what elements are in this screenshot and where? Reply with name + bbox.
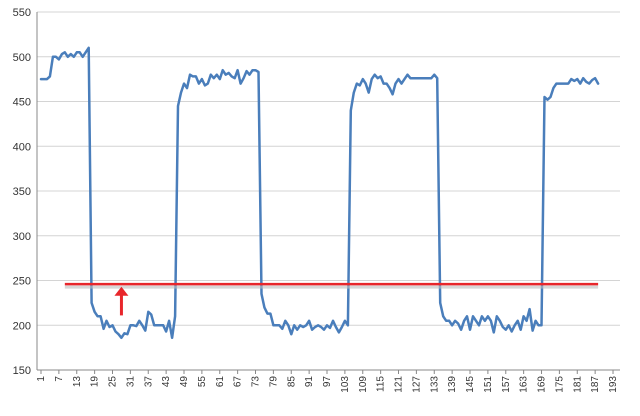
y-axis-ticks: 150 200 250 300 350 400 450 500 550 <box>13 7 31 377</box>
x-tick-label-55: 55 <box>197 376 208 388</box>
y-tick-label-400: 400 <box>13 141 31 153</box>
x-tick-label-67: 67 <box>233 376 244 388</box>
x-tick-label-187: 187 <box>590 376 601 393</box>
x-tick-label-145: 145 <box>465 376 476 393</box>
x-tick-label-73: 73 <box>251 376 262 388</box>
x-tick-label-121: 121 <box>394 376 405 393</box>
x-tick-label-19: 19 <box>90 376 101 388</box>
y-tick-label-300: 300 <box>13 231 31 243</box>
x-tick-label-49: 49 <box>179 376 190 388</box>
x-tick-label-157: 157 <box>501 376 512 393</box>
x-axis-ticks: 1 7 13 19 25 31 37 43 49 55 61 67 73 79 85 91 97 103 109 11… <box>36 370 619 393</box>
x-tick-label-7: 7 <box>54 376 65 382</box>
x-tick-label-175: 175 <box>554 376 565 393</box>
series-line-1 <box>39 46 600 340</box>
x-tick-label-151: 151 <box>483 376 494 393</box>
x-tick-label-127: 127 <box>411 376 422 393</box>
y-tick-label-200: 200 <box>13 320 31 332</box>
x-tick-label-61: 61 <box>215 376 226 388</box>
x-tick-label-139: 139 <box>447 376 458 393</box>
x-tick-label-169: 169 <box>537 376 548 393</box>
arrow-head <box>114 286 129 296</box>
x-tick-label-181: 181 <box>572 376 583 393</box>
x-tick-label-193: 193 <box>608 376 619 393</box>
series-layer <box>39 46 600 340</box>
y-tick-label-500: 500 <box>13 52 31 64</box>
x-tick-label-43: 43 <box>161 376 172 388</box>
x-tick-label-13: 13 <box>72 376 83 388</box>
gridlines <box>37 11 620 371</box>
x-tick-label-31: 31 <box>125 376 136 388</box>
x-tick-label-25: 25 <box>108 376 119 388</box>
x-tick-label-1: 1 <box>36 376 47 382</box>
y-tick-label-250: 250 <box>13 276 31 288</box>
y-tick-label-450: 450 <box>13 97 31 109</box>
x-tick-label-163: 163 <box>519 376 530 393</box>
x-tick-label-79: 79 <box>268 376 279 388</box>
x-tick-label-97: 97 <box>322 376 333 388</box>
y-tick-label-350: 350 <box>13 186 31 198</box>
annotation-layer <box>64 282 599 316</box>
x-tick-label-115: 115 <box>376 376 387 392</box>
x-tick-label-85: 85 <box>286 376 297 388</box>
x-tick-label-133: 133 <box>429 376 440 393</box>
y-tick-label-150: 150 <box>13 365 31 377</box>
x-tick-label-103: 103 <box>340 376 351 393</box>
y-tick-label-550: 550 <box>13 7 31 19</box>
axes <box>36 12 620 371</box>
x-tick-label-109: 109 <box>358 376 369 393</box>
x-tick-label-37: 37 <box>143 376 154 388</box>
x-tick-label-91: 91 <box>304 376 315 388</box>
